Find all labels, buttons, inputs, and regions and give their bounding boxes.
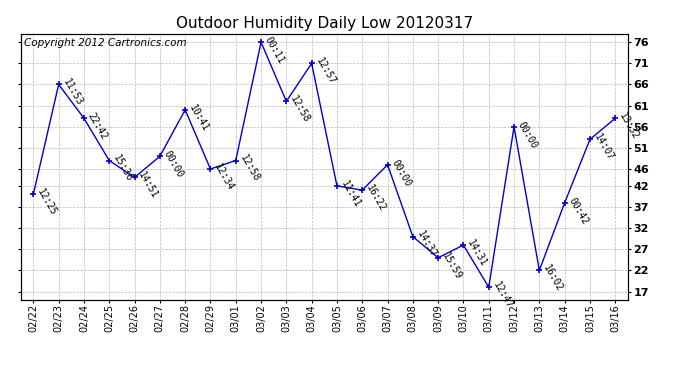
Text: 11:53: 11:53 — [61, 77, 84, 108]
Title: Outdoor Humidity Daily Low 20120317: Outdoor Humidity Daily Low 20120317 — [176, 16, 473, 31]
Text: Copyright 2012 Cartronics.com: Copyright 2012 Cartronics.com — [23, 38, 186, 48]
Text: 00:11: 00:11 — [263, 35, 286, 66]
Text: 10:41: 10:41 — [187, 103, 210, 133]
Text: 00:42: 00:42 — [566, 196, 590, 226]
Text: 12:58: 12:58 — [238, 153, 261, 184]
Text: 12:58: 12:58 — [288, 94, 312, 125]
Text: 15:59: 15:59 — [440, 251, 464, 281]
Text: 12:57: 12:57 — [314, 56, 337, 87]
Text: 14:51: 14:51 — [137, 170, 160, 201]
Text: 15:36: 15:36 — [111, 153, 135, 184]
Text: 12:25: 12:25 — [35, 187, 59, 218]
Text: 00:00: 00:00 — [390, 158, 413, 188]
Text: 14:37: 14:37 — [415, 230, 438, 260]
Text: 22:42: 22:42 — [86, 111, 109, 142]
Text: 13:32: 13:32 — [618, 111, 640, 142]
Text: 00:00: 00:00 — [162, 149, 185, 180]
Text: 12:34: 12:34 — [213, 162, 236, 192]
Text: 14:31: 14:31 — [466, 238, 489, 268]
Text: 16:22: 16:22 — [364, 183, 388, 213]
Text: 16:02: 16:02 — [542, 263, 564, 294]
Text: 11:41: 11:41 — [339, 179, 362, 209]
Text: 14:07: 14:07 — [592, 132, 615, 163]
Text: 12:47: 12:47 — [491, 280, 514, 310]
Text: 00:00: 00:00 — [516, 120, 540, 150]
